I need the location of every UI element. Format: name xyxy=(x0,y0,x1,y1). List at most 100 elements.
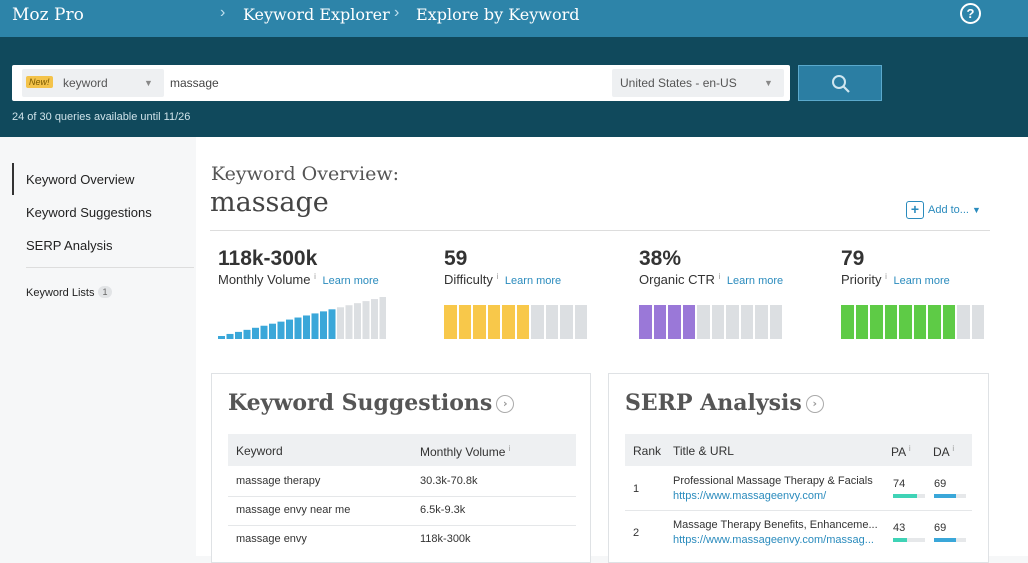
serp-title: Professional Massage Therapy & Facials xyxy=(673,475,873,487)
da-bar-fill xyxy=(934,494,957,498)
add-to-button[interactable]: + Add to... ▼ xyxy=(906,201,981,219)
bar-segment xyxy=(531,305,544,339)
learn-more-link[interactable]: Learn more xyxy=(322,275,379,287)
metric-value: 118k-300k xyxy=(218,247,318,270)
bar-segment xyxy=(726,305,739,339)
serp-analysis-card: SERP Analysis › Rank Title & URL PA i DA … xyxy=(608,373,989,563)
overview-keyword: massage xyxy=(210,187,329,218)
chevron-down-icon: ▼ xyxy=(144,78,153,88)
info-icon[interactable]: i xyxy=(314,272,316,281)
serp-pa-value: 74 xyxy=(893,478,906,490)
bar-segment xyxy=(682,305,695,339)
volume-bar xyxy=(345,305,353,339)
table-row-keyword[interactable]: massage envy near me xyxy=(236,504,351,516)
serp-pa-value: 43 xyxy=(893,522,906,534)
metric-name: Monthly Volume xyxy=(218,272,311,287)
volume-bar xyxy=(294,317,302,339)
bar-segment xyxy=(502,305,515,339)
search-button[interactable] xyxy=(798,65,882,101)
volume-bar xyxy=(277,321,285,339)
column-header-title-url[interactable]: Title & URL xyxy=(673,444,734,458)
column-header-volume[interactable]: Monthly Volume i xyxy=(420,444,511,459)
chevron-right-icon: › xyxy=(394,4,400,21)
metric-value: 38% xyxy=(639,247,682,270)
location-select[interactable]: United States - en-US ▼ xyxy=(612,69,784,97)
sidebar-item-keyword-suggestions[interactable]: Keyword Suggestions xyxy=(26,205,152,220)
table-row-volume: 6.5k-9.3k xyxy=(420,504,466,516)
serp-rank: 2 xyxy=(633,527,640,539)
bar-segment xyxy=(639,305,652,339)
bar-segment xyxy=(653,305,666,339)
sidebar-item-serp-analysis[interactable]: SERP Analysis xyxy=(26,238,113,253)
bar-segment xyxy=(574,305,587,339)
bar-segment xyxy=(971,305,984,339)
table-row-volume: 30.3k-70.8k xyxy=(420,475,478,487)
metric-name: Priority xyxy=(841,272,882,287)
learn-more-link[interactable]: Learn more xyxy=(504,275,562,287)
learn-more-link[interactable]: Learn more xyxy=(726,275,784,287)
column-header-keyword[interactable]: Keyword xyxy=(236,444,283,458)
bar-segment xyxy=(769,305,782,339)
card-title[interactable]: Keyword Suggestions xyxy=(228,390,493,416)
volume-bar xyxy=(371,299,378,339)
column-header-da[interactable]: DA i xyxy=(933,444,955,459)
bar-segment xyxy=(458,305,471,339)
serp-url-link[interactable]: https://www.massageenvy.com/massag... xyxy=(673,534,874,546)
bar-segment xyxy=(855,305,868,339)
breadcrumb-keyword-explorer[interactable]: Keyword Explorer xyxy=(243,5,390,24)
chevron-right-circle-icon[interactable]: › xyxy=(805,395,824,413)
table-row-keyword[interactable]: massage envy xyxy=(236,533,307,545)
location-value: United States - en-US xyxy=(620,76,737,90)
bar-segment xyxy=(870,305,883,339)
chevron-right-circle-icon[interactable]: › xyxy=(496,395,515,413)
table-row-keyword[interactable]: massage therapy xyxy=(236,475,321,487)
keyword-lists-label: Keyword Lists xyxy=(26,287,95,299)
breadcrumb-explore-by-keyword[interactable]: Explore by Keyword xyxy=(416,5,580,24)
info-icon[interactable]: i xyxy=(718,272,721,281)
metric-name: Organic CTR xyxy=(639,272,715,287)
column-header-rank[interactable]: Rank xyxy=(633,444,662,458)
search-icon xyxy=(832,75,850,93)
keyword-lists-count: 1 xyxy=(98,286,112,298)
pa-bar-fill xyxy=(893,538,907,542)
bar-segment xyxy=(444,305,457,339)
sidebar-item-keyword-overview[interactable]: Keyword Overview xyxy=(26,172,135,187)
chevron-down-icon: ▼ xyxy=(764,78,773,88)
new-badge: New! xyxy=(26,76,53,88)
pa-bar xyxy=(893,494,925,498)
search-box: keyword ▼ New! massage United States - e… xyxy=(12,65,790,101)
sidebar-divider xyxy=(26,267,194,268)
search-input[interactable]: massage xyxy=(170,76,219,90)
volume-bar xyxy=(269,323,276,339)
serp-rank: 1 xyxy=(633,483,640,495)
query-quota: 24 of 30 queries available until 11/26 xyxy=(12,111,191,123)
bar-segment xyxy=(668,305,681,339)
bar-segment xyxy=(957,305,970,339)
learn-more-link[interactable]: Learn more xyxy=(893,275,950,287)
metric-organic-ctr: 38% Organic CTR i Learn more xyxy=(639,247,783,287)
column-header-pa[interactable]: PA i xyxy=(891,444,911,459)
pa-bar-fill xyxy=(893,494,917,498)
serp-url-link[interactable]: https://www.massageenvy.com/ xyxy=(673,490,827,502)
volume-bar xyxy=(303,315,310,339)
serp-title: Massage Therapy Benefits, Enhanceme... xyxy=(673,519,878,531)
info-icon[interactable]: i xyxy=(496,272,499,281)
help-icon[interactable]: ? xyxy=(960,3,981,24)
brand-name[interactable]: Moz Pro xyxy=(12,5,84,25)
sidebar-item-keyword-lists[interactable]: Keyword Lists 1 xyxy=(26,286,112,299)
bar-segment xyxy=(487,305,500,339)
metric-name: Difficulty xyxy=(444,272,493,287)
query-type-value: keyword xyxy=(63,76,108,90)
bar-segment xyxy=(516,305,529,339)
volume-bar xyxy=(260,325,268,339)
divider xyxy=(210,230,990,231)
volume-bar xyxy=(320,311,327,339)
volume-bar xyxy=(362,301,370,339)
bar-segment xyxy=(755,305,768,339)
card-title[interactable]: SERP Analysis xyxy=(625,390,802,416)
volume-bar xyxy=(226,333,234,339)
metric-value: 79 xyxy=(841,247,865,270)
volume-bar xyxy=(235,331,242,339)
info-icon[interactable]: i xyxy=(885,272,887,281)
volume-bar xyxy=(243,329,251,339)
